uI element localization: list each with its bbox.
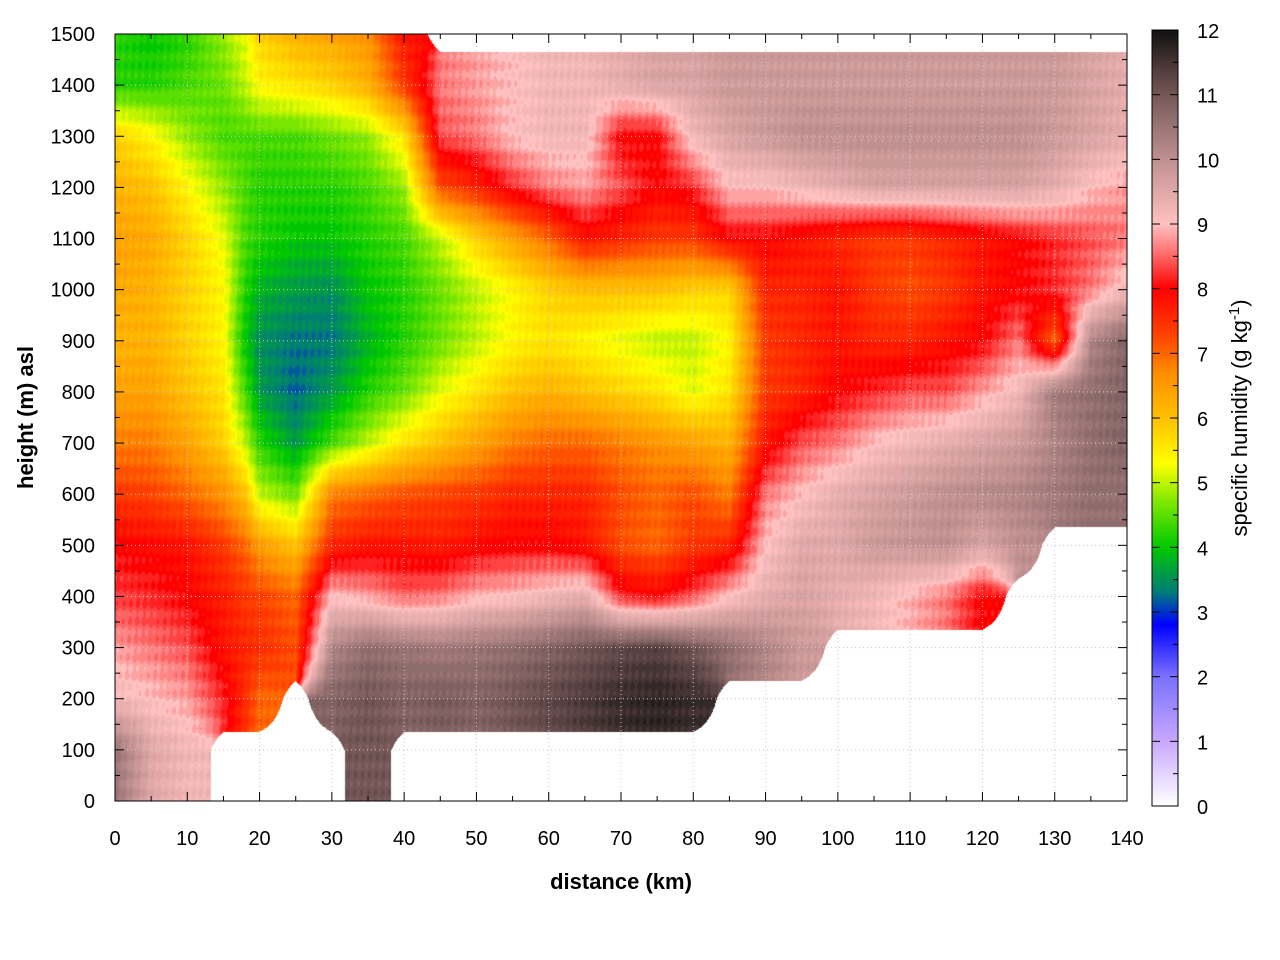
x-tick-label: 60 <box>538 828 560 850</box>
y-tick-label: 0 <box>84 791 95 813</box>
plot-grid <box>115 34 1127 801</box>
x-tick-label: 0 <box>109 828 120 850</box>
x-tick-label: 20 <box>248 828 270 850</box>
colorbar-title-end: ) <box>1227 299 1252 306</box>
y-axis-title: height (m) asl <box>13 346 38 489</box>
y-tick-label: 1100 <box>52 229 95 251</box>
y-tick-label: 200 <box>62 689 95 711</box>
colorbar-tick-label: 5 <box>1197 474 1208 496</box>
colorbar-tick-label: 0 <box>1197 797 1208 819</box>
y-tick-label: 500 <box>62 535 95 557</box>
x-tick-label: 110 <box>894 828 926 850</box>
colorbar-tick-label: 2 <box>1197 668 1208 690</box>
x-tick-label: 140 <box>1110 828 1143 850</box>
y-tick-label: 900 <box>62 331 95 353</box>
colorbar-tick-label: 10 <box>1197 150 1219 172</box>
x-tick-label: 70 <box>610 828 632 850</box>
colorbar-title: specific humidity (g kg-1) <box>1226 299 1253 536</box>
y-tick-label: 1400 <box>51 75 96 97</box>
colorbar-title-sup: -1 <box>1226 307 1243 320</box>
x-axis: 0 10 20 30 40 50 60 70 80 90 100 110 120 130 140 <box>109 34 1144 850</box>
x-tick-label: 50 <box>465 828 487 850</box>
x-tick-label: 90 <box>754 828 776 850</box>
colorbar-tick-label: 6 <box>1197 409 1208 431</box>
colorbar-tick-label: 11 <box>1197 86 1218 108</box>
y-tick-label: 600 <box>62 484 95 506</box>
x-tick-label: 30 <box>321 828 343 850</box>
y-tick-label: 800 <box>62 382 95 404</box>
y-axis: 0 100 200 300 400 500 600 700 800 900 1000 1100 1200… <box>51 24 1127 813</box>
colorbar-title-main: specific humidity (g kg <box>1227 320 1252 536</box>
x-tick-label: 130 <box>1038 828 1071 850</box>
humidity-heatmap <box>115 34 1127 801</box>
colorbar-tick-label: 4 <box>1197 538 1208 560</box>
colorbar-tick-label: 9 <box>1197 215 1208 237</box>
colorbar-tick-label: 3 <box>1197 603 1208 625</box>
x-axis-title: distance (km) <box>550 869 692 894</box>
colorbar-tick-label: 8 <box>1197 280 1208 302</box>
y-tick-label: 1200 <box>51 177 96 199</box>
colorbar-tick-label: 7 <box>1197 344 1208 366</box>
x-tick-label: 100 <box>821 828 854 850</box>
y-tick-label: 1300 <box>51 126 96 148</box>
colorbar-tick-label: 12 <box>1197 21 1219 43</box>
x-tick-label: 10 <box>176 828 198 850</box>
y-tick-label: 700 <box>62 433 95 455</box>
heatmap-raster <box>115 34 1127 801</box>
y-tick-label: 1000 <box>51 280 96 302</box>
x-tick-label: 120 <box>966 828 999 850</box>
y-tick-label: 100 <box>62 740 95 762</box>
colorbar-tick-label: 1 <box>1197 732 1208 754</box>
x-tick-label: 40 <box>393 828 415 850</box>
y-tick-label: 300 <box>62 638 95 660</box>
y-tick-label: 400 <box>62 586 95 608</box>
y-tick-label: 1500 <box>51 24 96 46</box>
x-tick-label: 80 <box>682 828 704 850</box>
